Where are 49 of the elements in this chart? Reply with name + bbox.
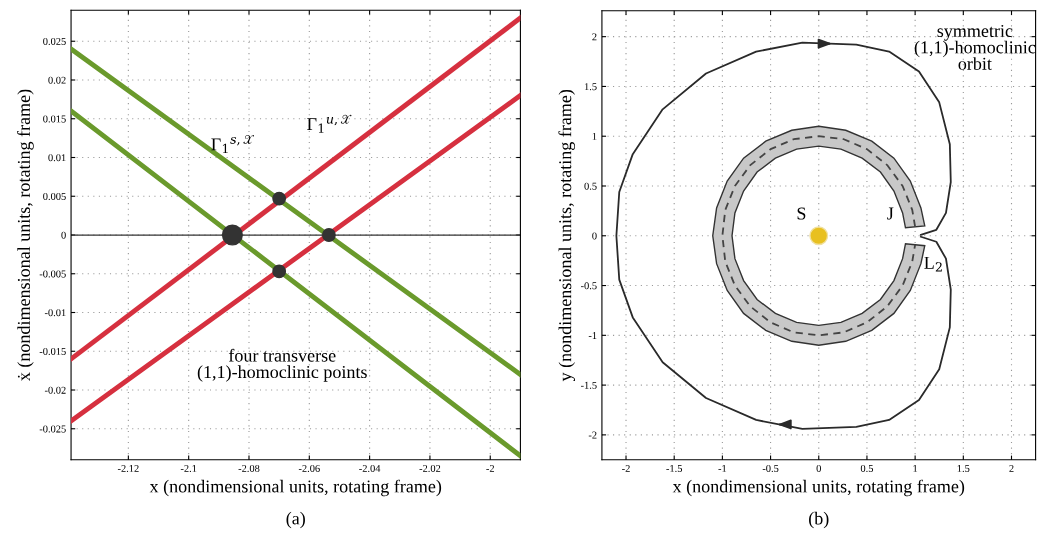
y-tick-label: -0.5 (580, 282, 597, 290)
x-tick-label: 0 (816, 464, 821, 472)
annotation: Γ$_{1}$$^{s,𝒳}$ (211, 135, 255, 154)
x-axis-title: x (nondimensional units, rotating frame) (149, 479, 442, 497)
y-tick-label: -1.5 (580, 381, 597, 389)
x-tick-label: -2.06 (298, 464, 320, 472)
y-tick-label: 0.025 (43, 37, 66, 46)
y-tick-label: 0.02 (48, 76, 66, 84)
y-tick-label: -0.025 (39, 425, 66, 433)
y-tick-label: -2 (588, 431, 597, 439)
annotation: S (797, 207, 806, 220)
y-tick-label: -1 (588, 332, 597, 339)
y-tick-label: 0.015 (43, 115, 66, 123)
annotation: four transverse (1,1)-homoclinic points (197, 348, 367, 382)
x-tick-label: -2.08 (238, 464, 260, 472)
x-axis-title: x (nondimensional units, rotating frame) (672, 479, 965, 497)
y-axis-title: ẋ (nondimensional units, rotating frame) (17, 89, 34, 382)
y-tick-label: -0.005 (39, 270, 66, 278)
x-tick-label: -2.04 (359, 464, 381, 472)
x-tick-label: 1 (913, 464, 918, 472)
x-tick-label: -2.02 (419, 464, 441, 472)
text: (b) (809, 511, 829, 529)
annotation: J (887, 207, 894, 220)
x-tick-label: -2.1 (180, 464, 197, 472)
y-axis-title: y (nondimensional units, rotating frame) (558, 89, 576, 382)
x-tick-label: -2.12 (117, 464, 139, 472)
y-tick-label: 0.01 (48, 154, 66, 162)
x-tick-label: 1.5 (957, 464, 970, 472)
y-tick-label: -0.015 (39, 347, 66, 356)
y-tick-label: 0 (592, 232, 597, 240)
text: (a) (286, 511, 305, 529)
annotation: Γ$_{1}$$^{u,𝒳}$ (307, 114, 352, 133)
y-tick-label: 1.5 (584, 83, 597, 91)
annotation: L$_{2}$ (924, 256, 942, 272)
y-tick-label: 1 (592, 132, 597, 140)
x-tick-label: 2 (1009, 464, 1014, 472)
y-tick-label: -0.01 (44, 309, 66, 317)
y-tick-label: 0 (61, 231, 66, 239)
y-tick-label: 2 (592, 33, 597, 41)
x-tick-label: -2 (486, 464, 495, 472)
x-tick-label: -1 (718, 464, 727, 472)
x-tick-label: -1.5 (666, 464, 683, 472)
annotation: symmetric (1,1)-homoclinic orbit (914, 24, 1036, 70)
y-tick-label: -0.02 (44, 386, 66, 394)
y-tick-label: 0.5 (584, 182, 597, 190)
x-tick-label: -2 (622, 464, 630, 472)
x-tick-label: -0.5 (762, 464, 779, 472)
y-tick-label: 0.005 (43, 192, 66, 201)
x-tick-label: 0.5 (860, 464, 874, 472)
